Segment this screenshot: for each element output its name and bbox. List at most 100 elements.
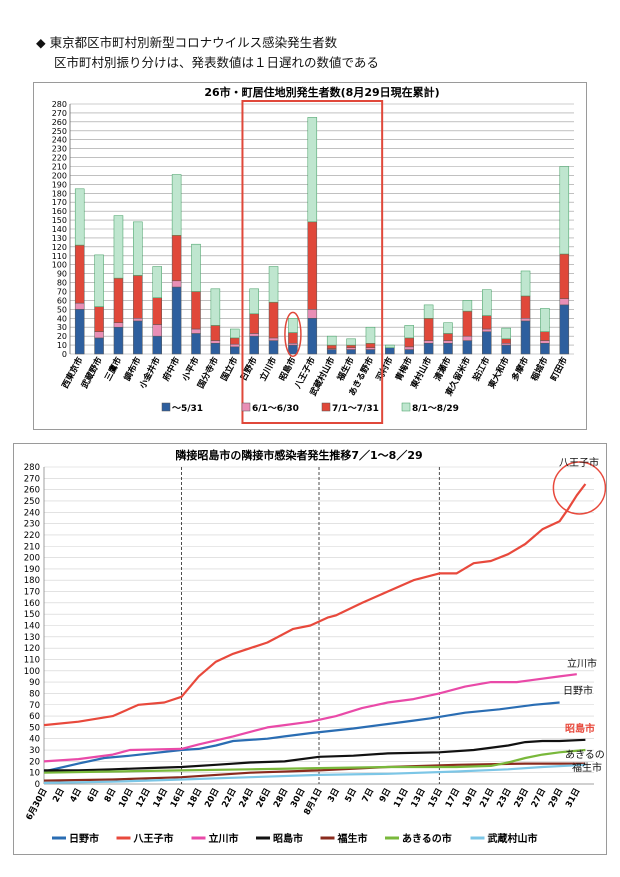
bar-segment	[230, 337, 240, 345]
bar-segment	[520, 295, 531, 319]
bar-segment	[423, 340, 434, 344]
page-subtitle: 区市町村別振り分けは、発表数値は１日遅れの数値である	[54, 55, 379, 70]
x-tick-label: 28日	[272, 787, 290, 810]
legend-label: 昭島市	[273, 832, 303, 845]
y-tick-label: 110	[52, 252, 67, 261]
page-header: ◆ 東京都区市町村別新型コロナウイルス感染発生者数 区市町村別振り分けは、発表数…	[36, 33, 379, 73]
x-tick-label: 24日	[238, 787, 256, 810]
x-tick-label: 稲城市	[529, 355, 551, 383]
y-tick-label: 270	[52, 109, 67, 118]
series-line	[43, 483, 587, 727]
bar-segment	[307, 221, 318, 310]
x-tick-label: 31日	[564, 787, 582, 810]
bar-segment	[462, 310, 473, 337]
bar-segment	[559, 304, 570, 355]
bar-segment	[171, 286, 182, 355]
legend-label: 日野市	[69, 832, 99, 845]
bar-segment	[540, 340, 550, 344]
bar-segment	[307, 117, 318, 223]
bar-segment	[152, 324, 162, 337]
y-tick-label: 100	[24, 667, 40, 677]
x-tick-label: 立川市	[257, 355, 279, 383]
x-tick-label: 国立市	[219, 355, 241, 383]
x-tick-label: 25日	[513, 787, 531, 810]
legend-swatch	[321, 402, 331, 412]
x-tick-label: 7日	[361, 787, 377, 804]
bar-segment	[404, 346, 414, 350]
series-end-label: 福生市	[572, 761, 602, 774]
y-tick-label: 30	[29, 746, 40, 756]
x-tick-label: 27日	[530, 787, 548, 810]
x-tick-label: 8日	[103, 787, 119, 804]
y-tick-label: 150	[52, 216, 67, 225]
bar-segment	[268, 340, 279, 355]
bar-segment	[230, 346, 240, 355]
bar-segment	[326, 335, 337, 346]
bar-segment	[191, 291, 201, 330]
bar-segment	[365, 343, 376, 348]
bar-segment	[559, 166, 570, 255]
y-tick-label: 170	[24, 588, 40, 598]
x-tick-label: 5日	[343, 787, 359, 804]
y-tick-label: 40	[29, 735, 40, 745]
bar-segment	[365, 347, 376, 350]
y-tick-label: 60	[57, 296, 67, 305]
legend-swatch	[161, 402, 171, 412]
series-end-label: 昭島市	[565, 722, 595, 735]
y-tick-label: 240	[24, 508, 40, 518]
x-tick-label: 14日	[152, 787, 170, 810]
legend-label: 立川市	[209, 832, 239, 845]
legend-label: 八王子市	[133, 832, 174, 845]
bar-segment	[404, 337, 414, 348]
bar-segment	[307, 309, 318, 319]
x-tick-label: 29日	[547, 787, 565, 810]
chart-title: 隣接昭島市の隣接市感染者発生推移7／1～8／29	[175, 448, 422, 462]
x-tick-label: 日野市	[238, 355, 260, 383]
y-tick-label: 190	[52, 180, 67, 189]
y-tick-label: 0	[62, 350, 67, 359]
bar-segment	[74, 188, 85, 246]
bar-segment	[365, 326, 376, 344]
y-tick-label: 250	[24, 497, 40, 507]
y-tick-label: 120	[24, 644, 40, 654]
legend-swatch	[241, 402, 251, 412]
series-line	[43, 701, 560, 773]
bar-segment	[559, 253, 570, 299]
y-tick-label: 280	[52, 100, 67, 109]
y-tick-label: 230	[24, 520, 40, 530]
y-tick-label: 140	[24, 622, 40, 632]
bar-segment	[191, 333, 201, 355]
series-line	[43, 673, 577, 763]
bar-segment	[210, 288, 221, 326]
x-tick-label: 23日	[495, 787, 513, 810]
bar-segment	[520, 270, 531, 297]
x-tick-label: 22日	[220, 787, 238, 810]
x-tick-label: 10日	[117, 787, 135, 810]
bar-segment	[346, 338, 356, 346]
bar-segment	[540, 331, 550, 341]
bar-segment	[288, 343, 298, 346]
x-tick-label: 11日	[392, 787, 410, 810]
series-line	[43, 748, 586, 774]
bar-segment	[249, 313, 259, 334]
x-tick-label: 2日	[51, 787, 67, 804]
bar-segment	[288, 344, 298, 355]
x-tick-label: 昭島市	[277, 355, 299, 383]
y-tick-label: 160	[24, 599, 40, 609]
y-tick-label: 90	[29, 678, 40, 688]
y-tick-label: 130	[24, 633, 40, 643]
x-tick-label: 4日	[68, 787, 84, 804]
bar-segment	[520, 320, 531, 355]
bar-segment	[210, 340, 221, 344]
x-tick-label: 16日	[169, 787, 187, 810]
bar-segment	[307, 318, 318, 355]
bar-segment	[210, 325, 221, 341]
y-tick-label: 120	[52, 243, 67, 252]
bar-segment	[559, 298, 570, 306]
bar-segment	[501, 327, 511, 340]
bar-segment	[326, 344, 337, 349]
bar-segment	[230, 343, 240, 348]
y-tick-label: 220	[52, 154, 67, 163]
y-tick-label: 80	[29, 689, 40, 699]
bar-segment	[74, 302, 85, 310]
